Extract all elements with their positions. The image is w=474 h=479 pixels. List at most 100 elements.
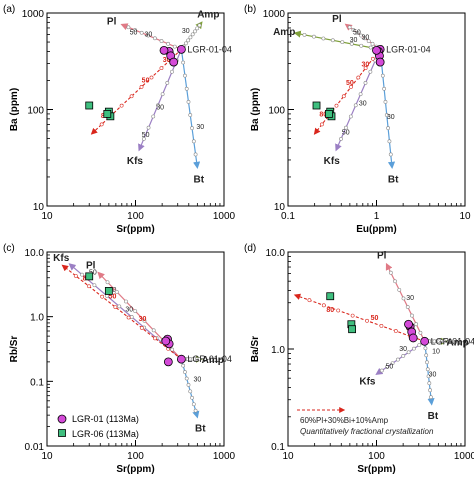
vector-label-amp: Amp	[273, 27, 295, 38]
note-line2: Quantitatively fractional crystallizatio…	[300, 427, 434, 436]
vector-label-pl: Pl	[332, 14, 342, 25]
vector-kfs	[335, 49, 381, 152]
percent-label: 50	[386, 363, 394, 370]
vector-step-marker	[129, 315, 134, 319]
y-tick-label: 0.1	[30, 377, 44, 388]
y-tick-label: 100	[268, 106, 285, 117]
plot-frame	[287, 12, 466, 207]
vector-step-marker	[170, 69, 174, 74]
vector-step-marker	[384, 113, 389, 117]
vector-step-marker	[184, 41, 188, 46]
vector-label-bt: Bt	[388, 175, 399, 186]
vector-label-bt: Bt	[195, 424, 206, 435]
vector-step-marker	[350, 313, 355, 318]
vector-bt	[379, 49, 396, 170]
vector-step-marker	[334, 103, 339, 108]
percent-label: 30	[139, 316, 147, 323]
vector-step-marker	[139, 30, 144, 35]
point-lgr06	[312, 101, 321, 110]
vector-step-marker	[344, 125, 348, 130]
y-tick-label: 1000	[263, 9, 286, 20]
vector-step-marker	[188, 113, 193, 117]
percent-label: 30	[362, 61, 370, 68]
point-lgr06	[326, 292, 335, 301]
vector-step-marker	[410, 313, 414, 318]
y-axis-label: Ba (ppm)	[250, 88, 261, 131]
x-tick-label: 100	[127, 451, 144, 462]
vector-step-marker	[188, 35, 193, 40]
vector-step-marker	[186, 38, 191, 43]
percent-label: 30	[163, 57, 171, 64]
vector-step-marker	[390, 361, 395, 366]
vector-step-marker	[197, 23, 202, 28]
x-tick-label: 10	[459, 211, 471, 222]
x-tick-label: 10	[41, 211, 53, 222]
vector-mix	[61, 264, 182, 360]
percent-label: 50	[353, 29, 361, 36]
y-tick-label: 10	[33, 202, 45, 213]
y-tick-label: 1.0	[271, 345, 285, 356]
vector-step-marker	[348, 114, 353, 119]
vector-step-marker	[362, 36, 367, 41]
percent-label: 50	[142, 132, 150, 139]
vector-step-marker	[426, 374, 431, 379]
y-axis-label: Ba/Sr	[250, 336, 261, 362]
vector-step-marker	[117, 304, 122, 309]
vector-step-marker	[190, 395, 194, 400]
vector-step-marker	[336, 308, 341, 313]
vector-step-marker	[141, 136, 146, 141]
vector-step-marker	[181, 60, 186, 65]
vector-step-marker	[414, 322, 419, 327]
vector-label-bt: Bt	[428, 411, 439, 422]
vector-label-kfs: Kfs	[359, 376, 376, 387]
vector-step-marker	[401, 354, 406, 358]
vector-step-marker	[368, 45, 373, 50]
vector-pl	[120, 23, 182, 50]
vector-step-marker	[191, 139, 196, 144]
vector-step-marker	[321, 36, 326, 41]
point-lgr01	[176, 44, 186, 54]
vector-label-kfs: Kfs	[127, 156, 144, 167]
vector-step-marker	[129, 94, 134, 99]
vector-step-marker	[365, 318, 369, 323]
percent-label: 30	[359, 101, 367, 108]
vector-step-marker	[193, 408, 198, 413]
vector-step-marker	[418, 330, 423, 335]
vector-step-marker	[100, 294, 105, 299]
percent-label: 50	[109, 294, 117, 301]
point-lgr01	[404, 319, 413, 329]
vector-label-amp: Amp	[202, 355, 224, 366]
panel-label: (c)	[3, 243, 15, 254]
percent-label: 30	[156, 105, 164, 112]
vector-step-marker	[153, 336, 157, 341]
y-tick-label: 0.1	[271, 442, 285, 453]
vector-step-marker	[359, 33, 363, 38]
vector-step-marker	[142, 318, 147, 323]
percent-label: 30	[406, 295, 414, 302]
vector-step-marker	[186, 383, 191, 387]
vector-label-pl: Pl	[377, 250, 387, 261]
percent-label: 30	[196, 124, 204, 131]
x-axis-label: Sr(ppm)	[116, 224, 154, 235]
percent-label: 30	[125, 307, 133, 314]
vector-step-marker	[139, 84, 144, 89]
start-sample-label: LGR-01-04	[431, 336, 474, 346]
vector-label-pl: Pl	[86, 261, 96, 272]
start-sample-label: LGR-01-04	[187, 44, 232, 54]
vector-step-marker	[428, 388, 433, 393]
vector-step-marker	[358, 92, 363, 97]
point-lgr06	[103, 110, 112, 118]
vector-step-marker	[184, 376, 189, 381]
point-lgr06	[85, 101, 94, 110]
point-lgr01	[176, 354, 186, 364]
vector-step-marker	[99, 122, 104, 127]
vector-amp	[293, 30, 381, 50]
vector-step-marker	[425, 367, 430, 372]
point-lgr06	[104, 287, 113, 295]
note-line1: 60%Pl+30%Bi+10%Amp	[300, 416, 389, 425]
vector-step-marker	[197, 357, 202, 362]
vector-step-marker	[382, 86, 387, 91]
y-axis-label: Rb/Sr	[9, 336, 20, 363]
vector-step-marker	[339, 136, 343, 141]
percent-label: 30	[145, 32, 153, 39]
